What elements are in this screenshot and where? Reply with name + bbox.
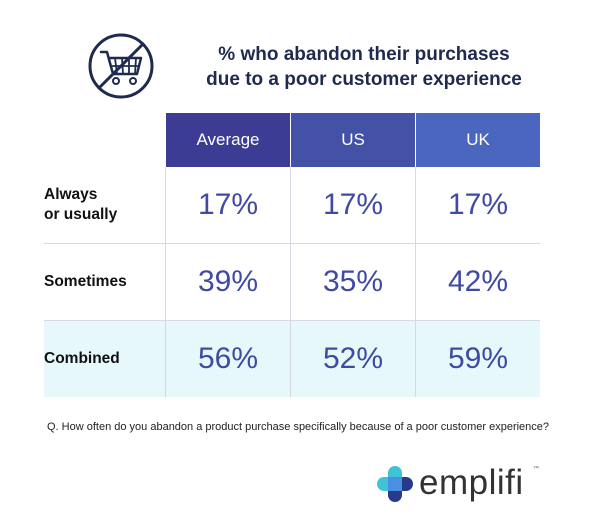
row-label-sometimes: Sometimes — [44, 243, 166, 321]
row-label-always-or-usually: Always or usually — [44, 167, 166, 244]
cell-sometimes-average: 39% — [165, 243, 291, 321]
survey-question: Q. How often do you abandon a product pu… — [47, 421, 550, 433]
cell-always-uk: 17% — [415, 167, 540, 244]
row-label-combined: Combined — [44, 320, 166, 397]
column-header-average: Average — [165, 113, 291, 167]
cell-sometimes-us: 35% — [290, 243, 416, 321]
column-header-uk: UK — [415, 113, 540, 167]
cell-sometimes-uk: 42% — [415, 243, 540, 321]
table-header-row: Average US UK — [44, 113, 540, 167]
cell-combined-us: 52% — [290, 320, 416, 397]
emplifi-cross-icon — [377, 466, 413, 502]
cell-always-average: 17% — [165, 167, 291, 244]
table-row-combined: Combined 56% 52% 59% — [44, 320, 540, 397]
row-label-line-1: Combined — [44, 350, 120, 367]
cell-combined-average: 56% — [165, 320, 291, 397]
row-label-line-1: Always — [44, 186, 98, 203]
row-label-line-1: Sometimes — [44, 273, 127, 290]
table-corner-cell — [44, 113, 166, 167]
cell-combined-uk: 59% — [415, 320, 540, 397]
trademark-symbol: ™ — [533, 466, 539, 472]
table-row-always-or-usually: Always or usually 17% 17% 17% — [44, 167, 540, 244]
cell-always-us: 17% — [290, 167, 416, 244]
no-shopping-cart-icon — [88, 33, 154, 99]
brand-name: emplifi — [419, 463, 524, 502]
data-table: Average US UK Always or usually 17% 17% … — [44, 113, 540, 397]
column-header-us: US — [290, 113, 416, 167]
row-label-line-2: or usually — [44, 206, 118, 223]
brand-logo: emplifi ™ — [375, 460, 550, 510]
table-row-sometimes: Sometimes 39% 35% 42% — [44, 243, 540, 321]
chart-title: % who abandon their purchases due to a p… — [179, 42, 549, 92]
chart-title-line-1: % who abandon their purchases — [218, 44, 510, 65]
chart-header: % who abandon their purchases due to a p… — [87, 32, 557, 102]
chart-title-line-2: due to a poor customer experience — [206, 69, 522, 90]
